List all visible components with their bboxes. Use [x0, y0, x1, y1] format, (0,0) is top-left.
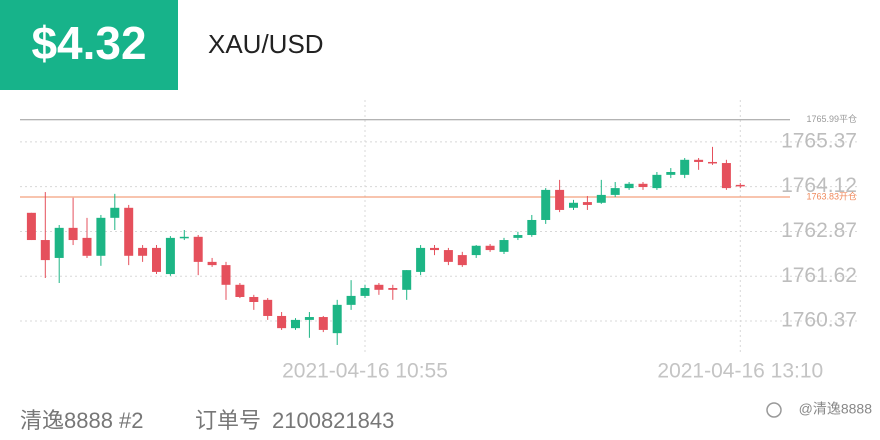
candle-body: [40, 240, 50, 261]
candle-body: [179, 236, 189, 239]
candle-body: [555, 189, 565, 210]
candle-body: [652, 174, 662, 189]
candle-body: [443, 250, 453, 262]
price: $4.32: [31, 17, 146, 69]
candle-body: [110, 207, 120, 218]
candle-body: [124, 207, 134, 256]
candle-body: [388, 288, 398, 290]
candle-body: [193, 236, 203, 262]
candle-body: [638, 183, 648, 188]
candle-body: [207, 261, 217, 266]
watermark: @清逸8888: [799, 401, 873, 417]
y-tick-label: 1761.62: [781, 264, 857, 287]
candle-body: [610, 188, 620, 195]
x-tick-label: 2021-04-16 10:55: [282, 360, 448, 383]
candle-body: [374, 284, 384, 290]
candle-body: [624, 183, 634, 189]
candle-body: [527, 219, 537, 236]
candle-body: [416, 247, 426, 272]
candle-body: [82, 237, 92, 256]
candle-body: [596, 194, 606, 203]
candle-body: [165, 237, 175, 275]
candle-body: [541, 189, 551, 220]
ref-line-label: 1763.83开仓: [806, 190, 857, 201]
candle-body: [235, 284, 245, 297]
x-tick-label: 2021-04-16 13:10: [657, 360, 823, 383]
candle-body: [513, 235, 523, 238]
candle-body: [304, 317, 314, 320]
order-number: 2100821843: [272, 408, 394, 433]
symbol: XAU/USD: [208, 29, 324, 59]
watermark-icon: [766, 402, 782, 418]
candle-body: [332, 304, 342, 334]
candle-body: [249, 296, 259, 302]
candle-body: [263, 299, 273, 316]
candle-body: [569, 202, 578, 208]
candle-body: [430, 247, 439, 251]
candle-body: [152, 247, 161, 272]
candle-body: [318, 317, 328, 330]
candle-body: [680, 159, 690, 175]
candle-body: [346, 295, 356, 305]
candle-body: [457, 255, 467, 266]
account: 清逸8888 #2: [20, 408, 144, 433]
candle-body: [68, 227, 78, 241]
candle-body: [138, 247, 148, 256]
y-tick-label: 1764.12: [781, 174, 857, 197]
candle-body: [694, 159, 704, 162]
candle-body: [402, 270, 412, 290]
candle-body: [96, 217, 106, 256]
candle-body: [582, 202, 592, 205]
candle-body: [735, 184, 745, 187]
price-badge: [0, 0, 178, 90]
plot: 1760.37 1761.62 1762.87 1764.12 1765.37 2021-…: [20, 100, 860, 383]
candle-body: [485, 245, 495, 251]
y-tick-label: 1760.37: [781, 309, 857, 332]
candle-body: [721, 163, 731, 189]
candle-body: [277, 315, 287, 329]
ref-line-label: 1765.99平仓: [806, 113, 857, 124]
y-tick-label: 1765.37: [781, 129, 857, 152]
candle-body: [54, 227, 64, 258]
order-label: 订单号: [195, 408, 261, 433]
y-tick-label: 1762.87: [781, 219, 857, 242]
candle-body: [666, 171, 676, 175]
candle-body: [471, 245, 481, 256]
candle-body: [221, 265, 231, 285]
candle-body: [291, 319, 300, 329]
candle-body: [708, 161, 717, 164]
candle-body: [499, 240, 509, 252]
candle-body: [26, 212, 36, 241]
candle-body: [360, 288, 370, 296]
